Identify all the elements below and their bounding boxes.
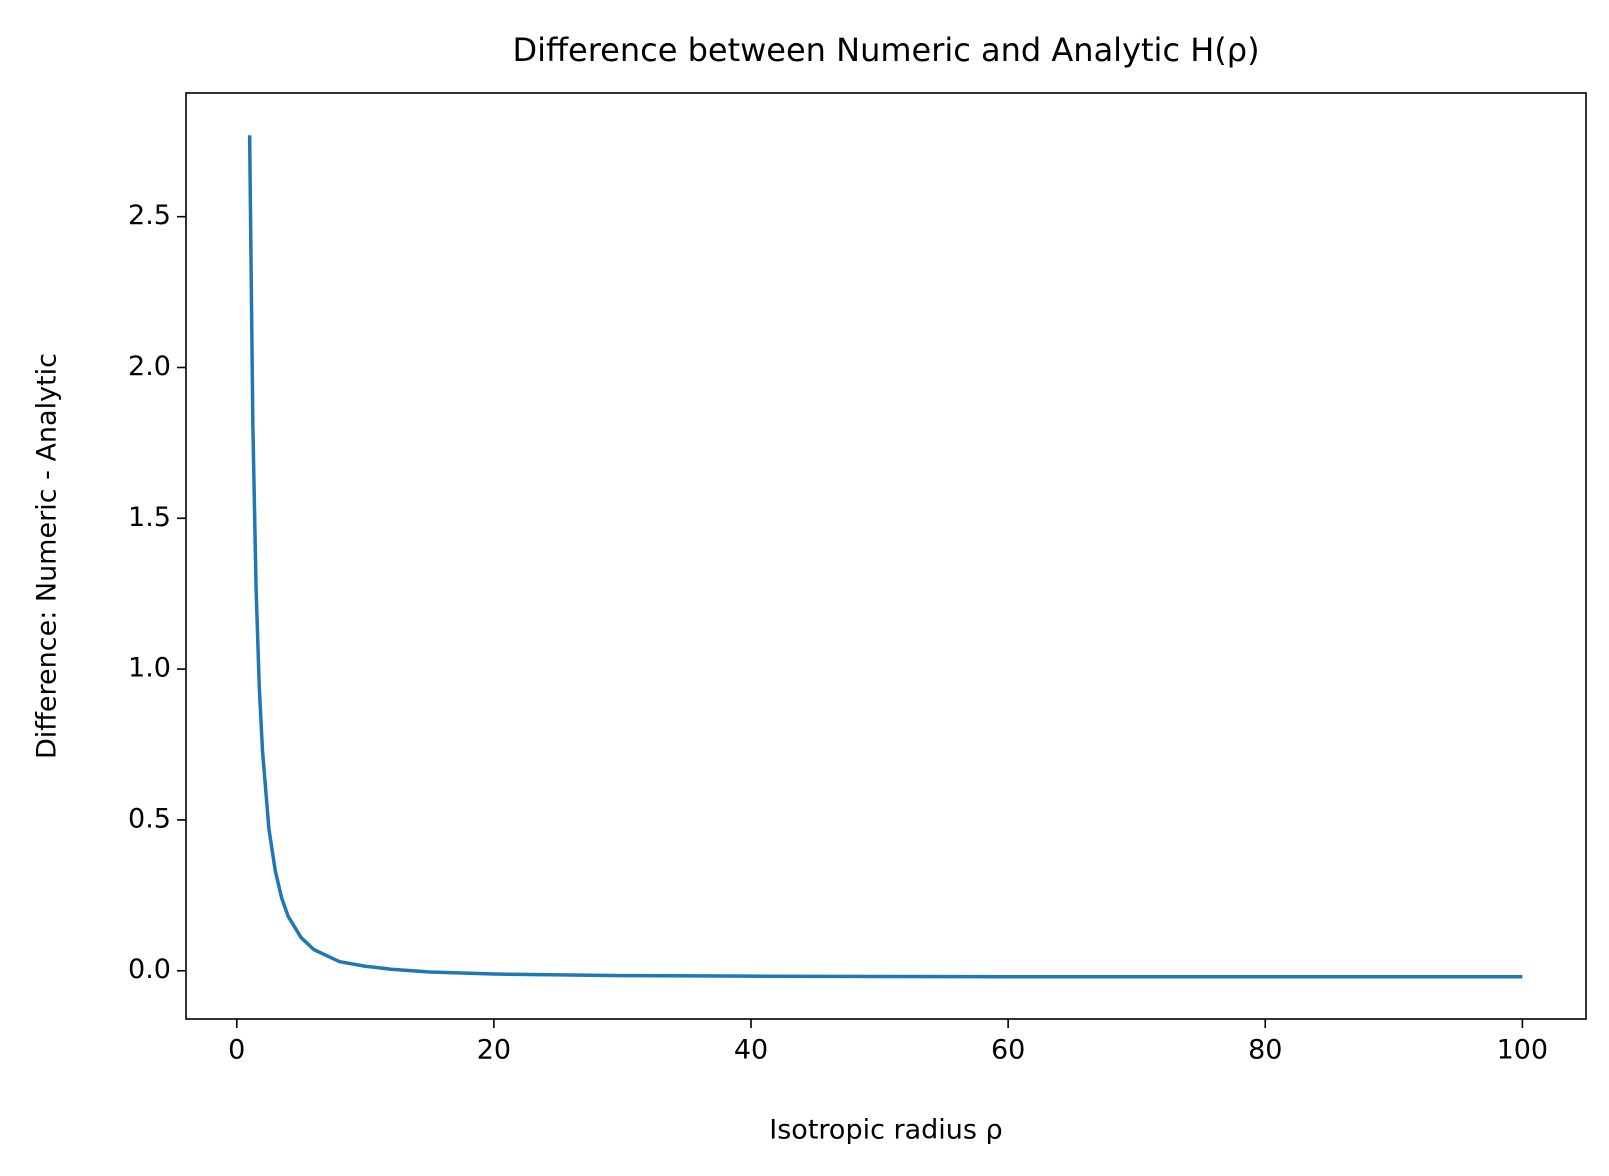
x-tick-label: 0 [228,1035,245,1066]
x-tick-label: 40 [734,1035,768,1066]
y-tick-label: 2.0 [128,351,171,382]
y-tick-label: 0.0 [128,954,171,985]
plot-frame [185,92,1587,1020]
x-tick-label: 80 [1248,1035,1282,1066]
y-axis-label: Difference: Numeric - Analytic [32,353,63,759]
x-tick-label: 20 [477,1035,511,1066]
data-line [247,135,1523,979]
y-tick-label: 1.5 [128,502,171,533]
chart-title: Difference between Numeric and Analytic … [512,31,1259,69]
y-tick-label: 2.5 [128,200,171,231]
y-tick-label: 0.5 [128,803,171,834]
y-tick-label: 1.0 [128,653,171,684]
x-axis-label: Isotropic radius ρ [769,1115,1002,1146]
x-tick-label: 100 [1497,1035,1549,1066]
x-tick-label: 60 [991,1035,1025,1066]
